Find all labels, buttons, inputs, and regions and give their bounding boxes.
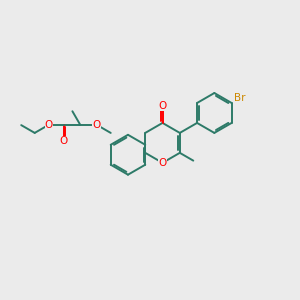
Text: Br: Br: [234, 94, 245, 103]
Text: O: O: [158, 101, 166, 111]
Text: O: O: [158, 158, 166, 168]
Text: O: O: [92, 120, 101, 130]
Text: O: O: [60, 136, 68, 146]
Text: O: O: [45, 120, 53, 130]
